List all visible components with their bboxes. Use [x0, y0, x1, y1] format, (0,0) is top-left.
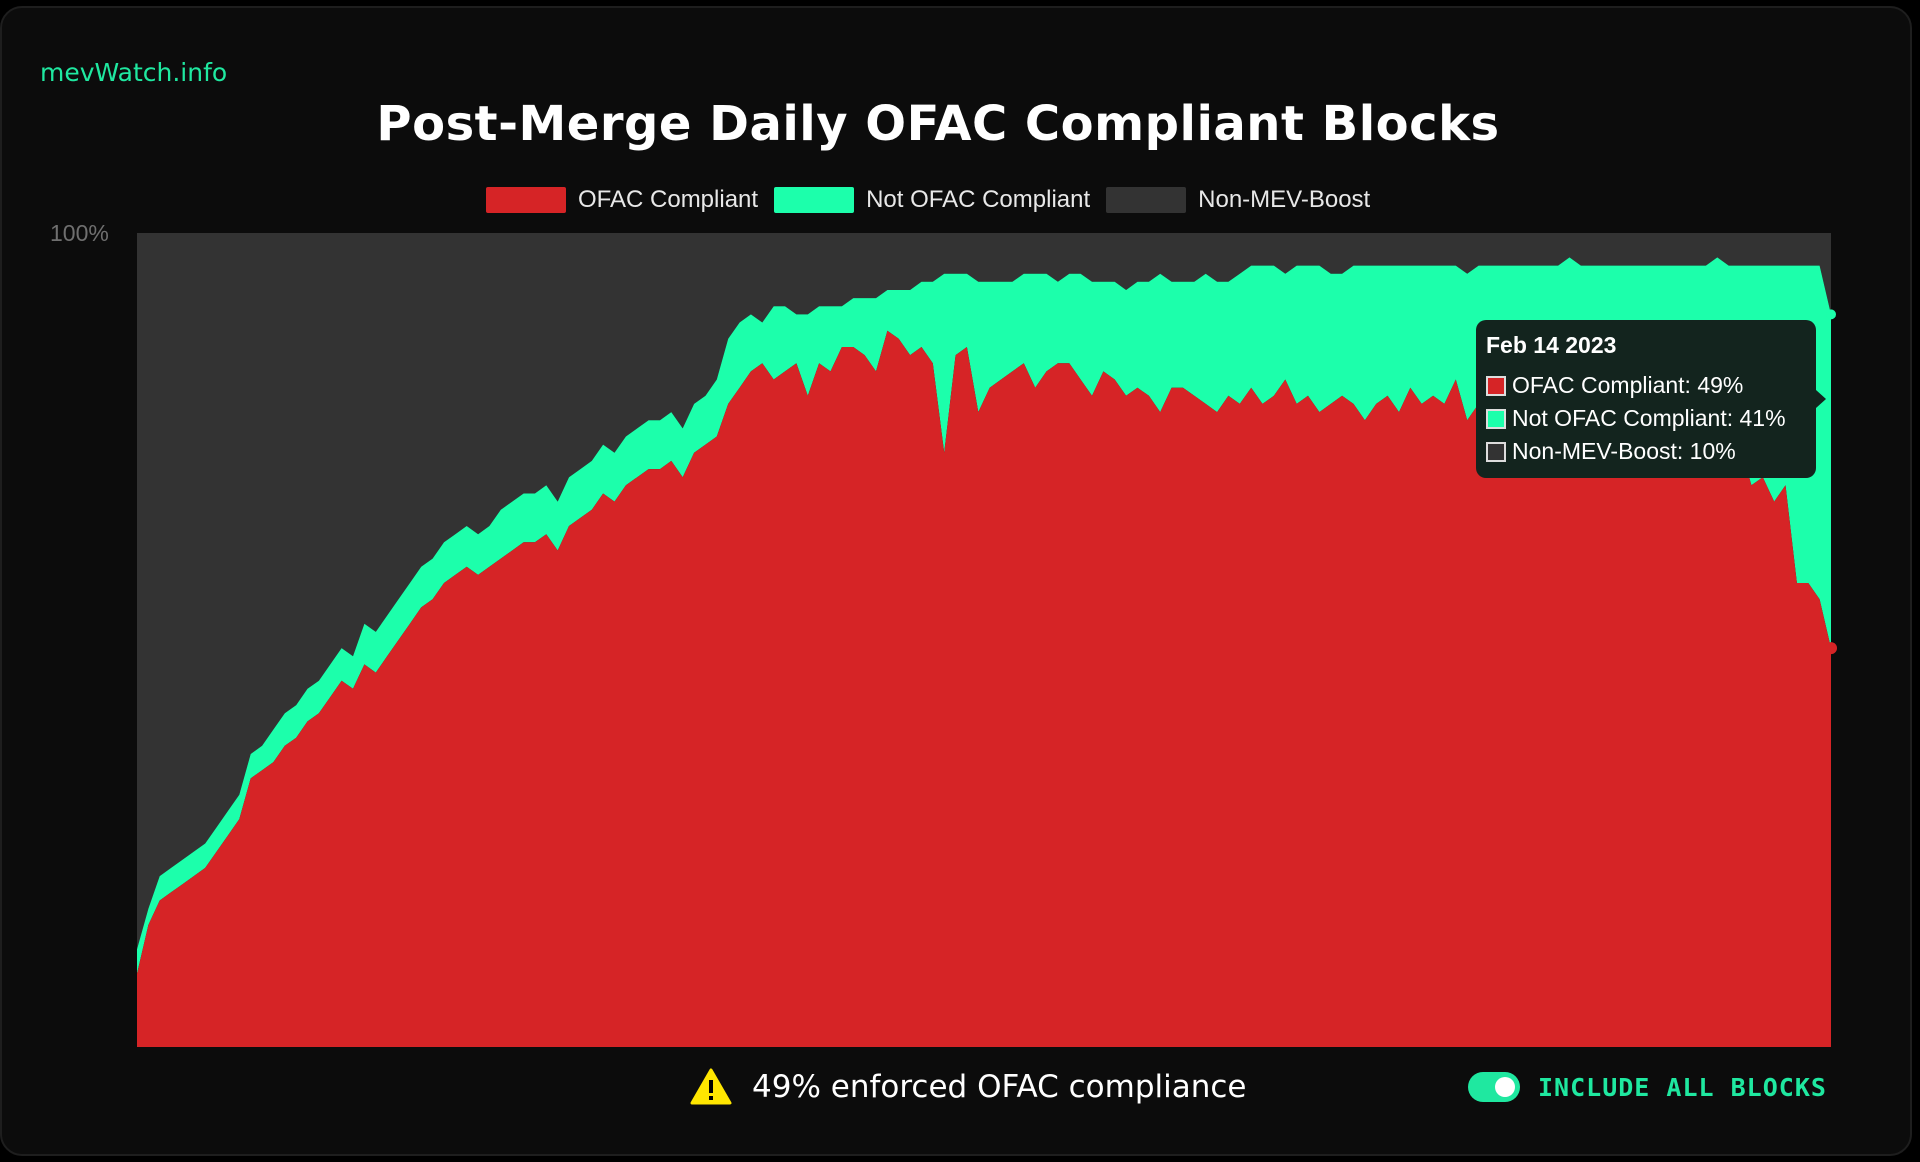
toggle-knob [1495, 1077, 1515, 1097]
legend-label-not-ofac: Not OFAC Compliant [866, 186, 1091, 213]
chart-tooltip: Feb 14 2023 OFAC Compliant: 49% Not OFAC… [1476, 320, 1826, 478]
compliance-message: 49% enforced OFAC compliance [752, 1069, 1247, 1105]
hover-point-ofac [1825, 642, 1837, 655]
tooltip-date: Feb 14 2023 [1486, 332, 1617, 358]
tooltip-swatch-non-mev [1486, 441, 1506, 462]
tooltip-swatch-ofac [1486, 375, 1506, 396]
tooltip-swatch-not-ofac [1486, 408, 1506, 429]
chart-legend: OFAC Compliant Not OFAC Compliant Non-ME… [486, 186, 1386, 214]
legend-item-non-mev[interactable]: Non-MEV-Boost [1106, 186, 1370, 214]
tooltip-label-ofac: OFAC Compliant: 49% [1512, 372, 1744, 398]
include-all-blocks-toggle[interactable] [1468, 1072, 1520, 1102]
legend-item-ofac[interactable]: OFAC Compliant [486, 186, 758, 214]
legend-item-not-ofac[interactable]: Not OFAC Compliant [774, 186, 1090, 214]
area-non-mev-boost[interactable] [137, 233, 1831, 950]
tooltip-row-non-mev: Non-MEV-Boost: 10% [1486, 435, 1806, 468]
tooltip-row-ofac: OFAC Compliant: 49% [1486, 369, 1806, 402]
chart-title: Post-Merge Daily OFAC Compliant Blocks [376, 96, 1500, 152]
include-all-blocks-control[interactable]: INCLUDE ALL BLOCKS [1468, 1072, 1827, 1102]
brand-link[interactable]: mevWatch.info [40, 58, 228, 87]
tooltip-row-not-ofac: Not OFAC Compliant: 41% [1486, 402, 1806, 435]
compliance-summary: 49% enforced OFAC compliance [690, 1068, 1247, 1106]
legend-swatch-ofac [486, 187, 566, 213]
legend-swatch-not-ofac [774, 187, 855, 213]
include-all-blocks-label[interactable]: INCLUDE ALL BLOCKS [1538, 1072, 1827, 1102]
tooltip-label-non-mev: Non-MEV-Boost: 10% [1512, 438, 1736, 464]
legend-swatch-non-mev [1106, 187, 1187, 213]
legend-label-ofac: OFAC Compliant [578, 186, 759, 213]
legend-label-non-mev: Non-MEV-Boost [1198, 186, 1371, 213]
hover-point-not-ofac [1826, 309, 1836, 320]
warning-icon [690, 1068, 732, 1105]
tooltip-label-not-ofac: Not OFAC Compliant: 41% [1512, 405, 1786, 431]
y-axis-tick-label: 100% [50, 220, 109, 246]
area-ofac-compliant[interactable] [137, 330, 1831, 1047]
